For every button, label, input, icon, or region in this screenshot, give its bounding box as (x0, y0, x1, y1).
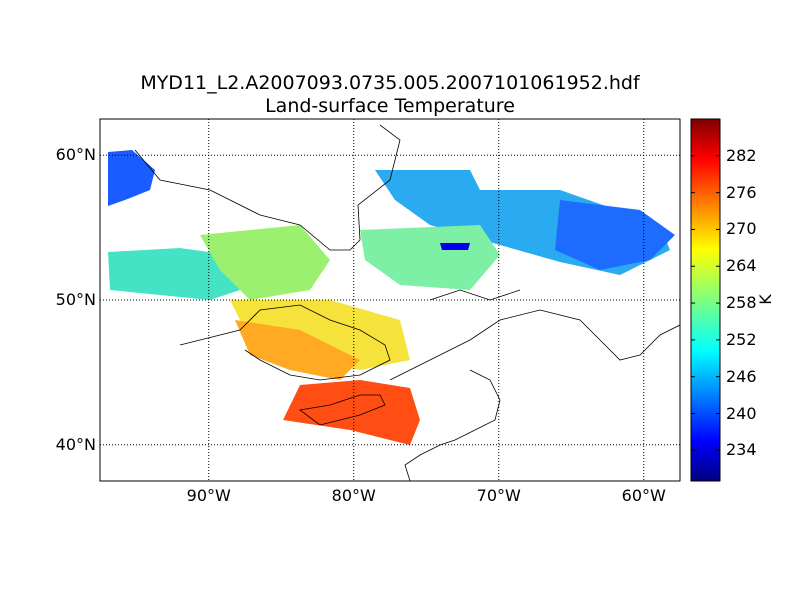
map-panel (99, 118, 681, 482)
latitude-label: 50°N (55, 290, 96, 309)
swath-central-orange (235, 320, 360, 380)
colorbar-tick-label: 276 (726, 182, 757, 202)
swath-mid-cyan (360, 225, 500, 290)
swath-blue-spot (440, 243, 470, 250)
swath-nw-cold (108, 150, 155, 206)
swath-west (108, 248, 240, 300)
colorbar-tick-label: 270 (726, 219, 757, 239)
colorbar-tick-label: 240 (726, 403, 757, 423)
colorbar-ticks (691, 155, 720, 451)
coastlines (134, 124, 680, 481)
colorbar-gradient (690, 118, 721, 482)
longitude-label: 60°W (621, 486, 666, 505)
longitude-label: 90°W (186, 486, 231, 505)
temperature-swaths (108, 150, 675, 445)
colorbar-tick-label: 258 (726, 293, 757, 313)
title-variable: Land-surface Temperature (265, 95, 515, 117)
colorbar-tick-label: 246 (726, 366, 757, 386)
latitude-label: 60°N (55, 145, 96, 165)
swath-ne-blue (555, 200, 675, 270)
colorbar-tick-label: 264 (726, 256, 757, 276)
graticule (100, 119, 680, 481)
longitude-label: 70°W (476, 486, 521, 505)
swath-central-yellow (230, 300, 410, 370)
colorbar (690, 118, 721, 482)
longitude-label: 80°W (331, 486, 376, 505)
swath-south-hot (283, 380, 420, 445)
colorbar-unit: K (755, 294, 775, 305)
colorbar-tick-label: 234 (726, 440, 757, 460)
colorbar-tick-label: 282 (726, 145, 757, 165)
colorbar-tick-label: 252 (726, 329, 757, 349)
title-filename: MYD11_L2.A2007093.0735.005.2007101061952… (140, 72, 640, 94)
latitude-label: 40°N (55, 434, 96, 454)
swath-west-green (200, 225, 330, 300)
